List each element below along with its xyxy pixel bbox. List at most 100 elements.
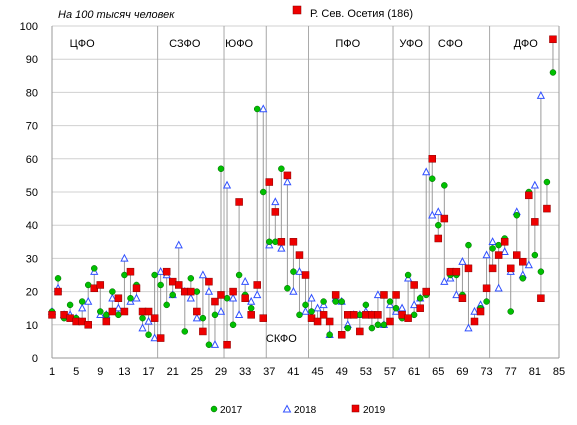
- point-2019-19: [156, 334, 165, 342]
- point-2017-43: [302, 301, 309, 309]
- point-2017-79: [519, 275, 527, 282]
- point-2017-58: [392, 304, 400, 312]
- point-2017-7: [84, 281, 92, 289]
- point-2018-70: [464, 323, 473, 332]
- point-2019-31: [229, 287, 237, 296]
- point-2017-49: [338, 298, 345, 305]
- region-labels: ЦФО СЗФО ЮФО СКФО ПФО УФО СФО ДФО: [70, 38, 539, 345]
- point-2017-48: [332, 298, 339, 305]
- point-2018-68: [452, 290, 461, 299]
- point-2019-22: [175, 281, 183, 289]
- point-2019-77: [506, 264, 515, 273]
- point-2018-28: [210, 340, 220, 348]
- point-2019-45: [313, 317, 322, 326]
- point-2019-65: [434, 234, 443, 243]
- point-2017-11: [109, 288, 116, 295]
- point-2018-38: [271, 197, 280, 206]
- point-2018-29: [216, 306, 226, 315]
- point-2019-57: [386, 317, 394, 326]
- region-label-УФО: УФО: [399, 38, 423, 50]
- point-2019-38: [271, 208, 280, 216]
- x-tick-label-77: 77: [505, 366, 517, 378]
- point-2018-40: [283, 177, 292, 186]
- point-2017-65: [435, 221, 442, 229]
- point-2018-82: [536, 91, 546, 99]
- y-tick-label-60: 60: [26, 154, 38, 166]
- legend-label-2017: 2017: [220, 405, 243, 416]
- point-2017-44: [308, 308, 315, 315]
- point-2017-53: [362, 301, 370, 309]
- point-2019-80: [525, 191, 533, 200]
- point-2019-81: [531, 218, 539, 226]
- point-2019-66: [440, 214, 449, 223]
- point-2019-69: [458, 294, 467, 302]
- point-2019-7: [84, 321, 92, 329]
- y-tick-label-80: 80: [26, 87, 38, 99]
- point-2019-33: [241, 294, 249, 302]
- point-2017-23: [181, 328, 189, 335]
- point-2018-15: [132, 293, 141, 302]
- legend-marker-2019: [351, 404, 360, 413]
- legend: 2017 2018 2019: [210, 404, 386, 416]
- point-2019-72: [476, 307, 485, 316]
- point-2019-34: [247, 311, 255, 319]
- point-2017-16: [139, 314, 146, 322]
- point-2018-66: [440, 276, 449, 285]
- point-2017-46: [320, 298, 327, 305]
- point-2019-17: [144, 307, 153, 316]
- point-2019-71: [470, 317, 479, 326]
- x-tick-label-69: 69: [456, 366, 468, 378]
- point-2018-33: [241, 276, 250, 285]
- y-tick-label-100: 100: [20, 21, 38, 33]
- point-2019-14: [126, 267, 135, 276]
- point-2019-42: [295, 251, 304, 259]
- point-2018-59: [397, 303, 407, 312]
- x-tick-label-41: 41: [287, 366, 299, 378]
- point-2019-1: [48, 311, 56, 319]
- point-2019-83: [543, 204, 551, 213]
- point-2019-2: [54, 287, 62, 296]
- point-2018-32: [234, 310, 244, 319]
- y-tick-label-40: 40: [26, 220, 38, 232]
- point-2019-20: [162, 267, 171, 276]
- point-2019-28: [211, 297, 219, 306]
- x-tick-label-81: 81: [529, 366, 541, 378]
- point-2019-27: [205, 277, 213, 286]
- point-2019-40: [283, 171, 292, 180]
- point-2018-65: [434, 207, 443, 216]
- x-tick-label-65: 65: [432, 366, 444, 378]
- point-2017-9: [97, 308, 104, 315]
- point-2017-34: [247, 304, 255, 312]
- point-2018-64: [428, 210, 437, 219]
- point-2019-75: [494, 251, 503, 259]
- region-label-СЗФО: СЗФО: [169, 38, 201, 50]
- point-2017-28: [211, 311, 219, 319]
- point-2017-84: [549, 69, 557, 76]
- point-2019-48: [331, 291, 340, 299]
- point-2018-76: [500, 247, 509, 255]
- point-2017-52: [356, 311, 364, 319]
- point-2017-24: [187, 275, 195, 282]
- point-2018-7: [84, 296, 93, 305]
- point-2018-24: [186, 293, 195, 302]
- point-2019-76: [500, 238, 509, 246]
- point-2019-82: [537, 294, 545, 302]
- point-2017-37: [266, 238, 273, 246]
- x-tick-label-45: 45: [311, 366, 323, 378]
- region-label-ДФО: ДФО: [514, 38, 539, 50]
- point-2017-4: [66, 301, 74, 309]
- region-label-СФО: СФО: [438, 38, 463, 50]
- x-tick-label-17: 17: [142, 366, 154, 378]
- point-2019-51: [350, 311, 358, 319]
- data-marks: [47, 35, 557, 349]
- point-2018-22: [174, 240, 183, 249]
- point-2017-26: [199, 314, 207, 322]
- point-2018-31: [228, 293, 238, 302]
- point-2017-19: [157, 281, 164, 289]
- point-2018-19: [156, 267, 165, 275]
- point-2019-84: [549, 35, 557, 44]
- point-2017-83: [543, 178, 551, 186]
- point-2019-29: [217, 291, 225, 299]
- point-2018-34: [247, 296, 256, 305]
